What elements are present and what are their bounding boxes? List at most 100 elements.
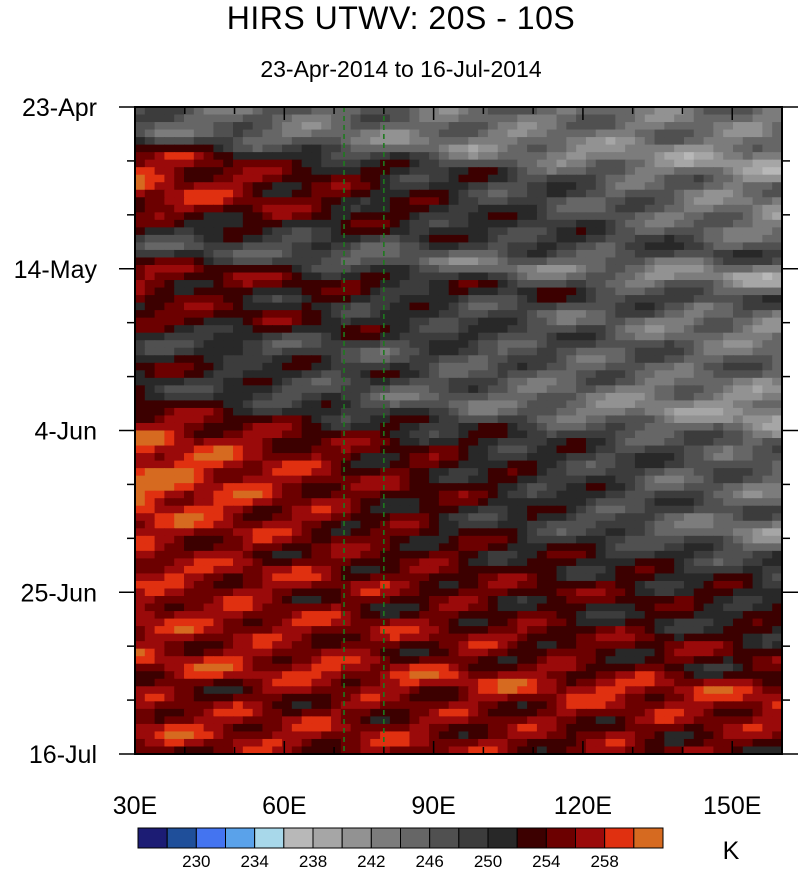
heatmap-cell bbox=[536, 167, 548, 176]
heatmap-cell bbox=[742, 588, 754, 597]
heatmap-cell bbox=[164, 468, 175, 477]
heatmap-cell bbox=[654, 332, 665, 341]
heatmap-cell bbox=[595, 618, 607, 627]
heatmap-cell bbox=[242, 332, 254, 341]
heatmap-cell bbox=[174, 362, 185, 371]
heatmap-cell bbox=[556, 618, 567, 627]
heatmap-cell bbox=[615, 400, 626, 409]
heatmap-cell bbox=[311, 453, 322, 462]
heatmap-cell bbox=[468, 302, 479, 311]
heatmap-cell bbox=[419, 107, 430, 116]
heatmap-cell bbox=[448, 219, 460, 228]
heatmap-cell bbox=[742, 287, 754, 296]
heatmap-cell bbox=[360, 189, 371, 198]
heatmap-cell bbox=[742, 498, 754, 507]
heatmap-cell bbox=[772, 565, 782, 575]
heatmap-cell bbox=[301, 528, 313, 537]
heatmap-cell bbox=[644, 234, 656, 244]
heatmap-cell bbox=[487, 633, 499, 642]
heatmap-cell bbox=[683, 573, 695, 582]
heatmap-cell bbox=[154, 618, 166, 627]
heatmap-cell bbox=[154, 325, 166, 334]
heatmap-cell bbox=[203, 347, 215, 356]
heatmap-cell bbox=[252, 182, 264, 191]
heatmap-cell bbox=[654, 520, 665, 529]
heatmap-cell bbox=[301, 618, 313, 627]
heatmap-cell bbox=[242, 603, 254, 612]
heatmap-cell bbox=[615, 392, 626, 401]
heatmap-cell bbox=[242, 550, 254, 559]
heatmap-cell bbox=[321, 137, 332, 146]
heatmap-cell bbox=[478, 663, 489, 672]
heatmap-cell bbox=[213, 332, 224, 341]
heatmap-cell bbox=[331, 543, 342, 552]
heatmap-cell bbox=[282, 377, 293, 386]
heatmap-cell bbox=[772, 332, 782, 341]
heatmap-cell bbox=[135, 641, 146, 650]
heatmap-cell bbox=[252, 152, 264, 161]
heatmap-cell bbox=[683, 122, 695, 131]
heatmap-cell bbox=[546, 400, 558, 409]
heatmap-cell bbox=[507, 107, 518, 116]
heatmap-cell bbox=[350, 453, 362, 462]
heatmap-cell bbox=[468, 596, 479, 605]
heatmap-cell bbox=[556, 347, 567, 356]
heatmap-cell bbox=[546, 107, 558, 116]
heatmap-cell bbox=[311, 626, 322, 635]
heatmap-cell bbox=[380, 565, 391, 575]
heatmap-cell bbox=[762, 453, 773, 462]
heatmap-cell bbox=[291, 242, 303, 251]
heatmap-cell bbox=[321, 107, 332, 116]
heatmap-cell bbox=[507, 370, 518, 379]
heatmap-cell bbox=[311, 543, 322, 552]
heatmap-cell bbox=[762, 212, 773, 221]
heatmap-cell bbox=[350, 347, 362, 356]
heatmap-cell bbox=[438, 543, 450, 552]
heatmap-cell bbox=[282, 325, 293, 334]
heatmap-cell bbox=[409, 663, 420, 672]
heatmap-cell bbox=[380, 107, 391, 116]
heatmap-cell bbox=[233, 565, 244, 575]
heatmap-cell bbox=[311, 182, 322, 191]
heatmap-cell bbox=[429, 565, 440, 575]
heatmap-cell bbox=[546, 603, 558, 612]
heatmap-cell bbox=[664, 596, 675, 605]
heatmap-cell bbox=[517, 483, 528, 492]
heatmap-cell bbox=[380, 438, 391, 447]
heatmap-cell bbox=[458, 641, 469, 650]
heatmap-cell bbox=[674, 204, 685, 213]
heatmap-cell bbox=[321, 543, 332, 552]
heatmap-cell bbox=[576, 671, 587, 680]
heatmap-cell bbox=[282, 648, 293, 657]
heatmap-cell bbox=[252, 310, 264, 319]
heatmap-cell bbox=[154, 204, 166, 213]
heatmap-cell bbox=[135, 671, 146, 680]
heatmap-cell bbox=[164, 611, 175, 620]
heatmap-cell bbox=[497, 460, 509, 469]
heatmap-cell bbox=[723, 422, 734, 432]
heatmap-cell bbox=[213, 430, 224, 439]
heatmap-cell bbox=[458, 242, 469, 251]
heatmap-cell bbox=[301, 257, 313, 266]
heatmap-cell bbox=[360, 415, 371, 424]
heatmap-cell bbox=[507, 535, 518, 544]
heatmap-cell bbox=[223, 197, 234, 206]
heatmap-cell bbox=[634, 280, 646, 289]
heatmap-cell bbox=[527, 234, 538, 244]
heatmap-cell bbox=[752, 543, 763, 552]
heatmap-cell bbox=[703, 189, 714, 198]
heatmap-cell bbox=[291, 107, 303, 116]
heatmap-cell bbox=[154, 152, 166, 161]
heatmap-cell bbox=[429, 159, 440, 168]
heatmap-cell bbox=[468, 535, 479, 544]
heatmap-cell bbox=[644, 385, 656, 394]
heatmap-cell bbox=[566, 189, 577, 198]
heatmap-cell bbox=[164, 543, 175, 552]
heatmap-cell bbox=[664, 227, 675, 236]
heatmap-cell bbox=[311, 332, 322, 341]
heatmap-cell bbox=[478, 648, 489, 657]
heatmap-cell bbox=[576, 249, 587, 259]
heatmap-cell bbox=[693, 438, 705, 447]
heatmap-cell bbox=[595, 317, 607, 326]
